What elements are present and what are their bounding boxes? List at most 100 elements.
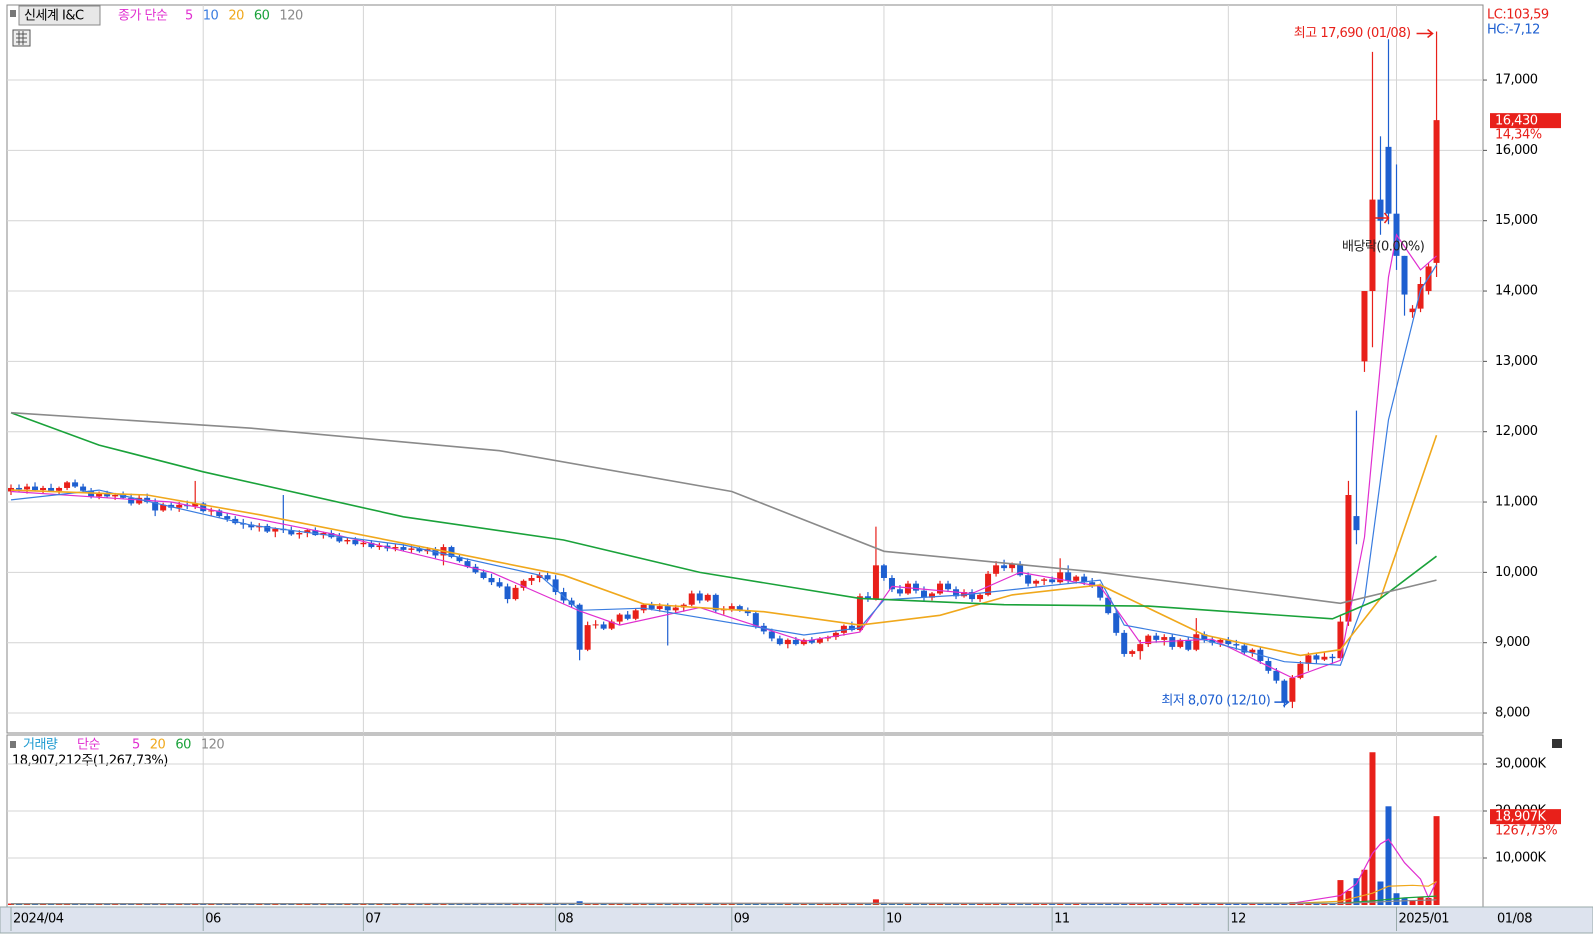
candle-body [728,606,735,609]
candle-body [48,487,55,491]
volume-bar [1145,903,1152,905]
volume-bar [1161,903,1168,905]
candle-body [832,632,839,638]
candle-body [953,589,960,597]
candle-body [945,583,952,590]
volume-bar [1001,903,1008,905]
candle-body [640,604,647,611]
candle-body [512,587,519,600]
x-tick-label: 11 [1054,912,1070,927]
volume-bar [1113,903,1120,905]
volume-bar [912,903,919,905]
candle-body [937,583,944,594]
candle-body [1217,639,1224,643]
volume-bar [496,903,503,905]
volume-bar [1265,903,1272,905]
volume-bar [824,903,831,905]
candle-body [1345,494,1352,622]
candle-body [1185,639,1192,650]
volume-bar [929,903,936,905]
volume-bar [1201,903,1208,905]
volume-bar [72,903,79,905]
volume-bar [1321,903,1328,905]
candle-body [624,614,631,619]
candle-body [1033,580,1040,584]
volume-bar [1185,903,1192,905]
volume-bar [480,903,487,905]
legend-entry: 120 [201,738,225,753]
legend-entry: 10 [203,9,219,24]
volume-bar [953,903,960,905]
volume-bar [1361,869,1368,905]
candle-body [16,487,23,490]
volume-bar [1329,903,1336,905]
candle-body [848,625,855,631]
candle-body [296,532,303,535]
candle-body [376,545,383,548]
volume-bar [168,903,175,905]
dividend-marker [1372,212,1390,224]
change-label: 14,34% [1495,128,1542,143]
candle-body [472,566,479,573]
volume-bar [400,903,407,905]
volume-bar [1425,897,1432,905]
volume-bar [48,903,55,905]
volume-bar [256,903,263,905]
candle-body [1273,670,1280,681]
candle-body [176,504,183,508]
candle-body [1017,563,1024,576]
volume-bar [144,903,151,905]
x-tick-label: 12 [1230,912,1246,927]
candle-body [136,497,143,504]
volume-bar [360,903,367,905]
close-button[interactable] [1552,739,1562,748]
candle-body [768,631,775,639]
volume-bar [760,903,767,905]
volume-bar [1041,903,1048,905]
y-tick-label: 30,000K [1495,756,1546,771]
x-tick-label: 2024/04 [13,912,64,927]
volume-bar [408,903,415,905]
volume-bar [120,903,127,905]
y-tick-label: 13,000 [1495,354,1538,369]
volume-bar [872,899,879,905]
volume-bar [304,903,311,905]
candle-body [704,594,711,601]
volume-bar [961,903,968,905]
candle-body [480,572,487,578]
volume-bar [808,903,815,905]
candle-body [1297,663,1304,678]
stock-name[interactable]: 신세계 I&C [24,9,84,24]
volume-bar [1401,897,1408,905]
volume-bar [512,903,519,905]
volume-bar [792,903,799,905]
candle-body [1225,639,1232,645]
moving-average [10,411,1437,620]
dividend-note: 배당락(0.00%) [1342,240,1424,255]
volume-bar [392,903,399,905]
candle-body [528,577,535,581]
volume-change-label: 1267,73% [1495,824,1557,839]
volume-bar [1025,903,1032,905]
lc-label: LC:103,59 [1487,8,1549,23]
candle-body [736,606,743,611]
candle-body [752,613,759,626]
candle-body [272,528,279,532]
candle-body [416,548,423,552]
candle-body [792,639,799,645]
candle-body [1385,146,1392,214]
volume-bar [1049,903,1056,905]
candle-body [312,530,319,536]
candle-body [80,486,87,491]
x-tick-label: 08 [558,912,574,927]
volume-bar [40,903,47,905]
volume-bar [208,903,215,905]
candle-body [872,565,879,600]
candle-body [1425,266,1432,292]
volume-bar [440,903,447,905]
volume-bar [184,903,191,905]
volume-bar [1217,903,1224,905]
candle-body [1161,637,1168,640]
stock-name-box[interactable] [18,5,101,26]
volume-bar [784,903,791,905]
